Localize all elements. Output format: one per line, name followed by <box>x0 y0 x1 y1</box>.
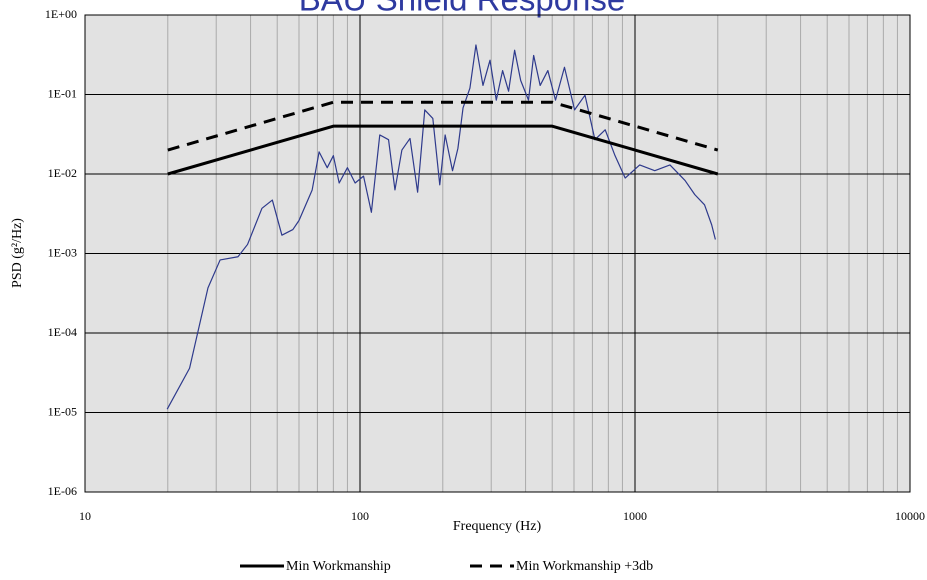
y-tick-label: 1E-05 <box>48 404 77 418</box>
chart-title: BAU Shield Response <box>299 0 626 18</box>
y-tick-label: 1E-01 <box>48 86 77 100</box>
y-tick-label: 1E-02 <box>48 166 77 180</box>
y-axis-label: PSD (g²/Hz) <box>10 218 25 288</box>
legend-label: Min Workmanship <box>286 559 391 574</box>
x-tick-label: 10 <box>79 509 91 523</box>
x-tick-label: 100 <box>351 509 369 523</box>
x-tick-label: 1000 <box>623 509 647 523</box>
legend-label: Min Workmanship +3db <box>516 559 653 574</box>
data-line <box>166 44 716 410</box>
x-tick-label: 10000 <box>895 509 925 523</box>
y-tick-label: 1E-06 <box>48 484 77 498</box>
x-axis-label: Frequency (Hz) <box>453 519 542 534</box>
plot-border <box>84 14 911 493</box>
data-line <box>167 100 719 152</box>
y-tick-label: 1E-03 <box>48 245 77 259</box>
y-tick-label: 1E-04 <box>48 325 77 339</box>
data-line <box>167 124 719 176</box>
y-tick-label: 1E+00 <box>45 7 77 21</box>
